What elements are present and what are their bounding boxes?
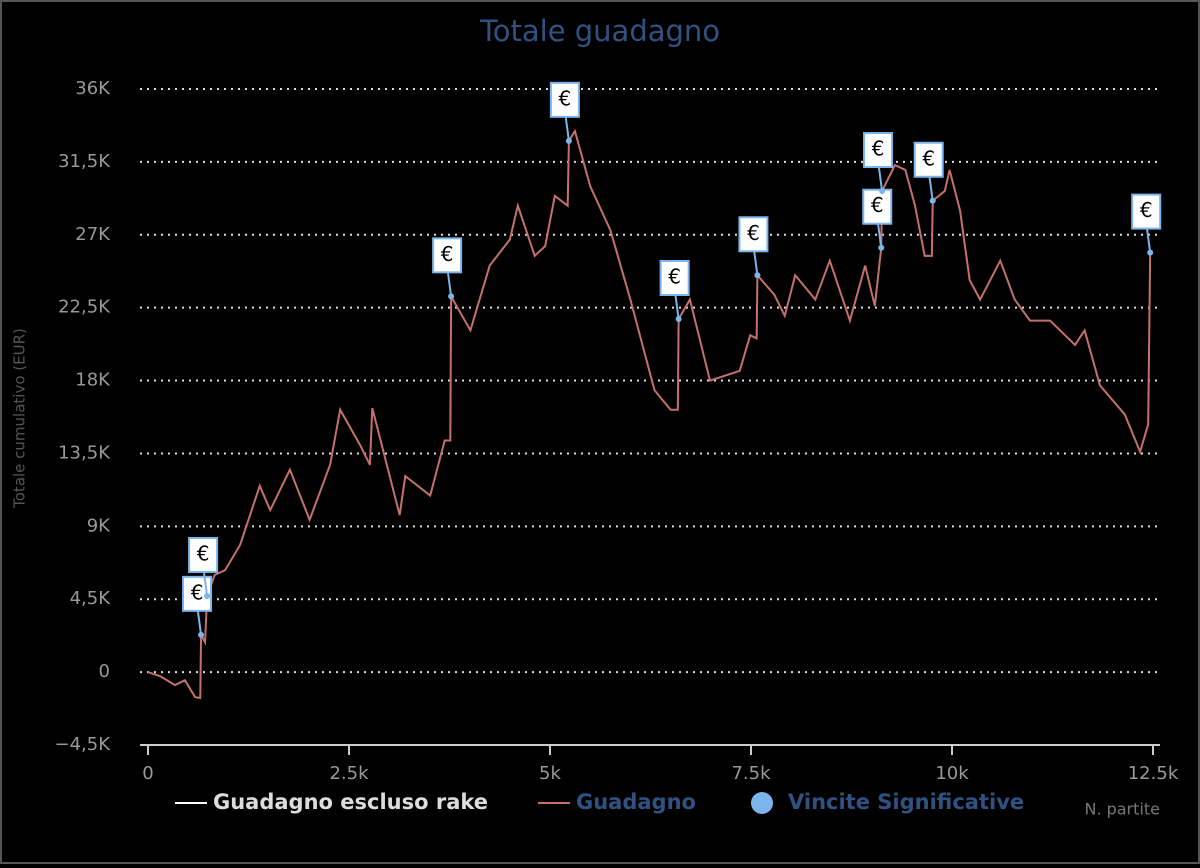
- win-flag: €: [913, 141, 944, 201]
- marker: [198, 631, 205, 638]
- legend-label: Vincite Significative: [788, 790, 1024, 814]
- win-flag: €: [659, 260, 690, 320]
- marker: [448, 293, 455, 300]
- line: [147, 128, 1152, 700]
- marker: [879, 188, 886, 195]
- x-tick-label: 10k: [935, 763, 969, 784]
- legend-label: Guadagno: [576, 790, 696, 814]
- flag-label: €: [922, 146, 935, 170]
- win-flag: €: [549, 81, 580, 141]
- flag-box: [862, 188, 893, 225]
- y-tick-label: 18K: [75, 370, 111, 391]
- marker: [878, 244, 885, 251]
- y-tick-label: 0: [99, 661, 110, 682]
- flag-label: €: [1140, 198, 1153, 222]
- y-tick-label: 27K: [75, 224, 111, 245]
- y-tick-label: −4,5K: [54, 734, 111, 755]
- y-tick-label: 31,5K: [58, 151, 111, 172]
- flag-label: €: [197, 541, 210, 565]
- win-flag: €: [1131, 193, 1162, 253]
- win-flag: €: [862, 188, 893, 248]
- legend-symbol: [751, 792, 773, 814]
- marker: [929, 197, 936, 204]
- flag-label: €: [441, 242, 454, 266]
- flag-box: [863, 132, 894, 169]
- win-flag: €: [738, 216, 769, 276]
- x-tick-label: 5k: [539, 763, 561, 784]
- legend-label: Guadagno escluso rake: [213, 790, 488, 814]
- flag-box: [188, 536, 219, 573]
- flag-label: €: [747, 221, 760, 245]
- y-tick-label: 22,5K: [58, 297, 111, 318]
- flag-label: €: [559, 86, 572, 110]
- flag-box: [549, 81, 580, 118]
- y-tick-label: 13,5K: [58, 442, 111, 463]
- x-tick-label: 12.5k: [1128, 763, 1179, 784]
- x-tick-label: 2.5k: [329, 763, 369, 784]
- flag-label: €: [872, 137, 885, 161]
- flag-box: [913, 141, 944, 178]
- marker: [675, 316, 682, 323]
- x-axis-label: N. partite: [1084, 800, 1160, 819]
- marker: [1147, 249, 1154, 256]
- win-flag: €: [182, 575, 213, 635]
- y-axis-label: Totale cumulativo (EUR): [11, 328, 29, 509]
- marker: [565, 137, 572, 144]
- flag-label: €: [191, 580, 204, 604]
- win-flag: €: [863, 132, 894, 192]
- y-tick-label: 4,5K: [70, 588, 112, 609]
- y-tick-label: 9K: [87, 515, 111, 536]
- chart-title: Totale guadagno: [479, 14, 720, 48]
- flag-box: [1131, 193, 1162, 230]
- flag-box: [432, 237, 463, 274]
- marker: [204, 592, 211, 599]
- win-flag: €: [188, 536, 219, 597]
- y-tick-label: 36K: [75, 78, 111, 99]
- win-flag: €: [432, 237, 463, 297]
- flag-label: €: [871, 193, 884, 217]
- flag-box: [659, 260, 690, 297]
- x-tick-label: 7.5k: [731, 763, 771, 784]
- flag-box: [738, 216, 769, 253]
- flag-label: €: [668, 265, 681, 289]
- marker: [754, 272, 761, 279]
- x-tick-label: 0: [142, 763, 153, 784]
